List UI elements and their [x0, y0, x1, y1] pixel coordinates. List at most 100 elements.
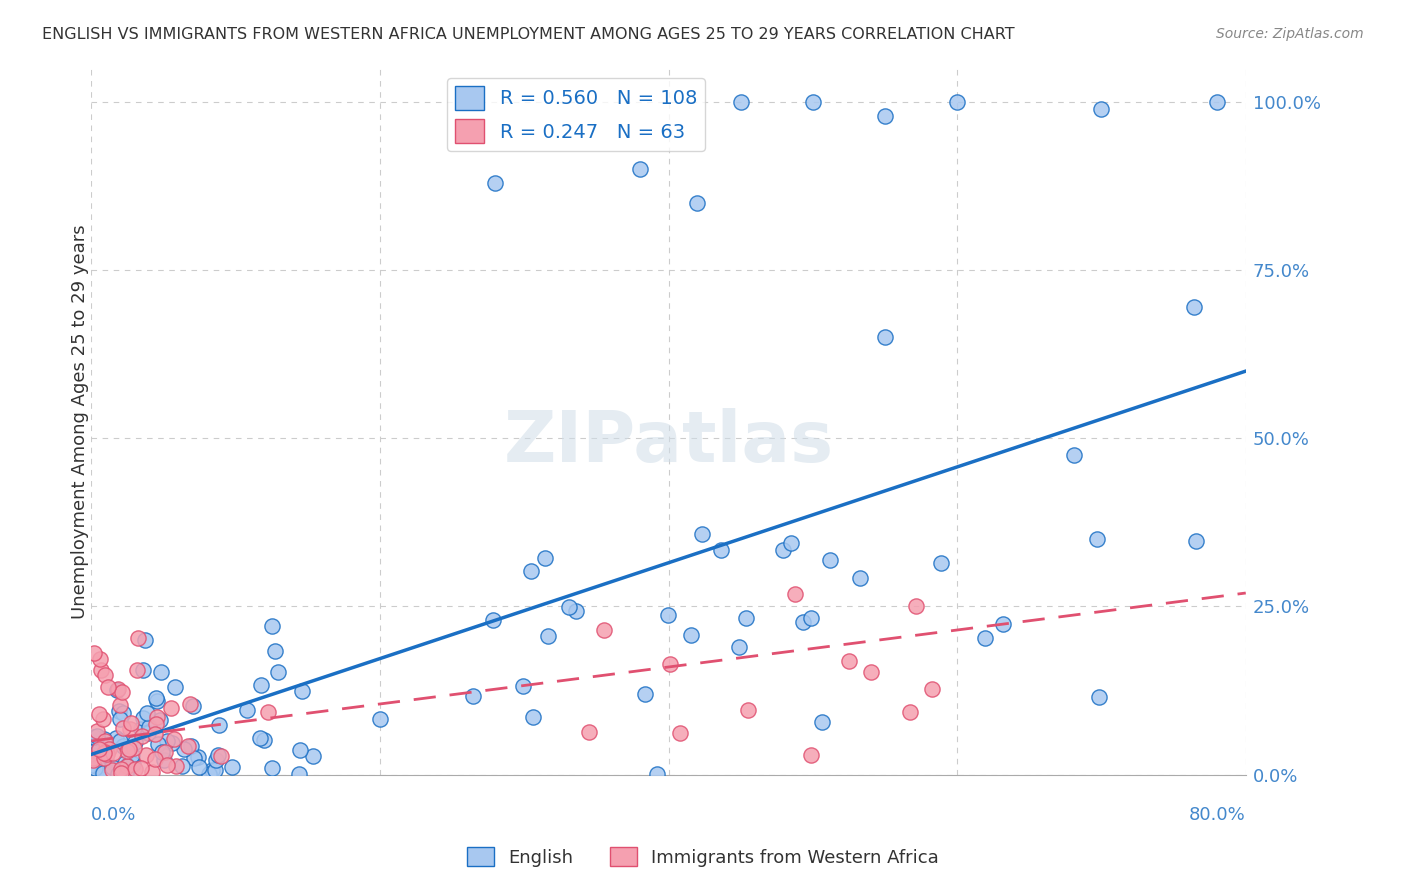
- Point: [98, 761, 121, 775]
- Point: [658, 657, 681, 671]
- Text: 0.0%: 0.0%: [91, 806, 136, 824]
- Point: [207, 747, 229, 762]
- Point: [86, 729, 108, 743]
- Point: [94, 733, 117, 747]
- Point: [156, 757, 179, 772]
- Point: [180, 739, 202, 753]
- Text: Source: ZipAtlas.com: Source: ZipAtlas.com: [1216, 27, 1364, 41]
- Point: [208, 718, 231, 732]
- Point: [484, 176, 506, 190]
- Point: [929, 556, 952, 570]
- Point: [593, 623, 616, 637]
- Point: [162, 732, 184, 747]
- Point: [564, 604, 586, 618]
- Point: [204, 763, 226, 777]
- Point: [991, 616, 1014, 631]
- Point: [96, 747, 118, 761]
- Point: [163, 680, 186, 694]
- Point: [82, 753, 104, 767]
- Point: [145, 717, 167, 731]
- Point: [87, 734, 110, 748]
- Point: [107, 766, 129, 780]
- Point: [83, 646, 105, 660]
- Point: [288, 743, 311, 757]
- Point: [249, 731, 271, 745]
- Point: [173, 742, 195, 756]
- Point: [97, 741, 120, 756]
- Point: [249, 678, 271, 692]
- Point: [162, 736, 184, 750]
- Point: [537, 629, 560, 643]
- Point: [520, 564, 543, 578]
- Point: [1090, 102, 1112, 116]
- Point: [138, 720, 160, 734]
- Point: [89, 732, 111, 747]
- Point: [669, 726, 692, 740]
- Point: [150, 745, 173, 759]
- Point: [256, 705, 278, 719]
- Point: [898, 705, 921, 719]
- Legend: R = 0.560   N = 108, R = 0.247   N = 63: R = 0.560 N = 108, R = 0.247 N = 63: [447, 78, 704, 151]
- Point: [96, 765, 118, 780]
- Point: [87, 741, 110, 756]
- Point: [690, 527, 713, 541]
- Point: [159, 701, 181, 715]
- Point: [737, 702, 759, 716]
- Point: [628, 162, 651, 177]
- Point: [111, 721, 134, 735]
- Point: [135, 747, 157, 762]
- Point: [114, 756, 136, 770]
- Point: [82, 751, 104, 765]
- Point: [143, 726, 166, 740]
- Point: [482, 613, 505, 627]
- Point: [141, 765, 163, 780]
- Point: [301, 749, 323, 764]
- Point: [110, 762, 132, 776]
- Point: [127, 632, 149, 646]
- Point: [558, 599, 581, 614]
- Point: [110, 712, 132, 726]
- Point: [131, 729, 153, 743]
- Point: [181, 698, 204, 713]
- Point: [1185, 534, 1208, 549]
- Point: [91, 765, 114, 780]
- Point: [136, 726, 159, 740]
- Point: [97, 680, 120, 694]
- Point: [187, 760, 209, 774]
- Point: [710, 543, 733, 558]
- Point: [811, 714, 834, 729]
- Point: [873, 109, 896, 123]
- Point: [578, 725, 600, 739]
- Point: [101, 764, 124, 778]
- Point: [93, 763, 115, 777]
- Point: [779, 536, 801, 550]
- Point: [115, 759, 138, 773]
- Point: [101, 760, 124, 774]
- Point: [87, 707, 110, 722]
- Point: [818, 552, 841, 566]
- Point: [101, 746, 124, 760]
- Point: [93, 731, 115, 746]
- Point: [772, 542, 794, 557]
- Point: [87, 744, 110, 758]
- Point: [153, 753, 176, 767]
- Point: [165, 759, 187, 773]
- Point: [905, 599, 928, 613]
- Point: [143, 752, 166, 766]
- Point: [124, 762, 146, 776]
- Point: [634, 687, 657, 701]
- Point: [176, 739, 198, 753]
- Point: [728, 640, 751, 654]
- Point: [1085, 532, 1108, 546]
- Point: [129, 762, 152, 776]
- Point: [260, 761, 283, 775]
- Point: [83, 731, 105, 745]
- Point: [267, 665, 290, 680]
- Y-axis label: Unemployment Among Ages 25 to 29 years: Unemployment Among Ages 25 to 29 years: [72, 224, 89, 619]
- Point: [89, 651, 111, 665]
- Point: [657, 607, 679, 622]
- Point: [973, 631, 995, 645]
- Point: [800, 611, 823, 625]
- Point: [118, 742, 141, 756]
- Point: [125, 663, 148, 677]
